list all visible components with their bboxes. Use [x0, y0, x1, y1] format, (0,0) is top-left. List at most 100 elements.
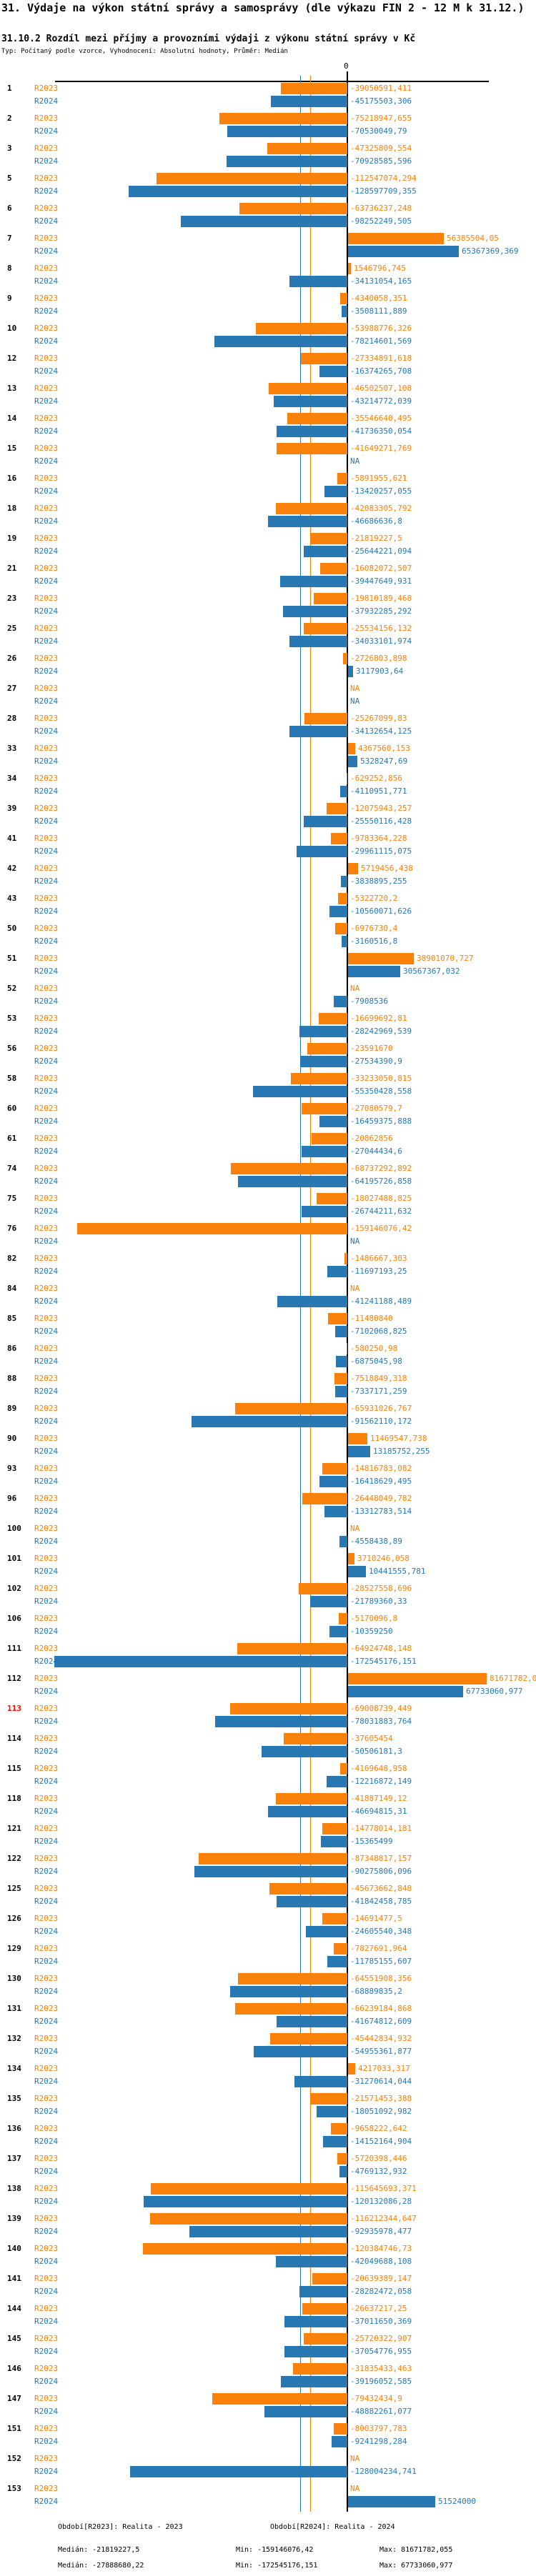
row-number: 134	[7, 2064, 21, 2073]
value-label-r2023: -64551908,356	[350, 1974, 412, 1983]
bar-r2023	[219, 113, 347, 124]
bar-r2023	[304, 623, 347, 634]
bar-r2024	[264, 2406, 347, 2417]
series-label-r2023: R2023	[34, 2034, 59, 2043]
bar-r2024	[54, 1656, 347, 1667]
bar-r2024	[327, 1266, 347, 1277]
bar-r2024	[277, 1296, 347, 1307]
median-line-r2024	[300, 76, 301, 2512]
bar-r2023	[312, 2273, 347, 2285]
bar-r2023	[314, 593, 347, 604]
row-number: 89	[7, 1404, 17, 1413]
series-label-r2023: R2023	[34, 384, 59, 393]
series-label-r2023: R2023	[34, 414, 59, 423]
value-label-r2024: -28242969,539	[350, 1027, 412, 1036]
value-label-r2023: -45442834,932	[350, 2034, 412, 2043]
row-number: 52	[7, 984, 17, 993]
bar-r2023	[348, 743, 355, 754]
value-label-r2023: -35546640,495	[350, 414, 412, 423]
value-label-r2023: -19810189,468	[350, 594, 412, 603]
row-number: 121	[7, 1824, 21, 1833]
series-label-r2023: R2023	[34, 2454, 59, 2463]
bar-r2024	[348, 1686, 463, 1697]
series-label-r2023: R2023	[34, 1974, 59, 1983]
series-label-r2024: R2024	[34, 186, 59, 196]
zero-axis-line	[347, 71, 348, 2512]
series-label-r2024: R2024	[34, 1057, 59, 1066]
bar-r2023	[235, 1403, 347, 1414]
chart-title: 31.10.2 Rozdíl mezi příjmy a provozními …	[1, 34, 416, 44]
value-label-r2024: -68889835,2	[350, 1987, 402, 1996]
series-label-r2024: R2024	[34, 1327, 59, 1336]
bar-r2024	[329, 1626, 347, 1637]
value-label-r2024: -10359250	[350, 1627, 393, 1636]
bar-r2023	[287, 413, 347, 424]
series-label-r2023: R2023	[34, 534, 59, 543]
bar-r2024	[348, 966, 400, 977]
bar-r2023	[320, 563, 347, 574]
series-label-r2023: R2023	[34, 1644, 59, 1653]
value-label-r2023: -115645693,371	[350, 2184, 417, 2193]
bar-r2024	[294, 2076, 347, 2087]
bar-r2023	[335, 923, 347, 934]
value-label-r2024: -42049688,108	[350, 2257, 412, 2266]
value-label-r2023: -8003797,783	[350, 2424, 407, 2433]
series-label-r2024: R2024	[34, 96, 59, 106]
row-number: 86	[7, 1344, 17, 1353]
row-number: 146	[7, 2364, 21, 2373]
value-label-r2023: NA	[350, 2454, 360, 2463]
bar-r2024	[276, 2256, 347, 2267]
value-label-r2024: -50506181,3	[350, 1747, 402, 1756]
bar-r2024	[310, 1596, 347, 1607]
value-label-r2023: -629252,856	[350, 774, 402, 783]
series-label-r2024: R2024	[34, 727, 59, 736]
bar-r2023	[348, 863, 358, 874]
series-label-r2023: R2023	[34, 504, 59, 513]
value-label-r2024: -54955361,877	[350, 2047, 412, 2056]
value-label-r2024: -16374265,708	[350, 366, 412, 376]
value-label-r2023: -18027488,825	[350, 1194, 412, 1203]
series-label-r2023: R2023	[34, 234, 59, 243]
series-label-r2024: R2024	[34, 1537, 59, 1546]
series-label-r2024: R2024	[34, 2467, 59, 2476]
value-label-r2023: -14691477,5	[350, 1914, 402, 1923]
series-label-r2023: R2023	[34, 1704, 59, 1713]
series-label-r2024: R2024	[34, 1357, 59, 1366]
row-number: 139	[7, 2214, 21, 2223]
series-label-r2023: R2023	[34, 774, 59, 783]
bar-r2023	[157, 173, 347, 184]
bar-r2024	[284, 2316, 347, 2327]
series-label-r2024: R2024	[34, 456, 59, 466]
row-number: 137	[7, 2154, 21, 2163]
bar-r2024	[323, 2136, 347, 2147]
bar-r2024	[283, 606, 347, 617]
bar-r2023	[348, 2063, 355, 2075]
value-label-r2023: -14778014,181	[350, 1824, 412, 1833]
series-label-r2024: R2024	[34, 967, 59, 976]
value-label-r2023: -68737292,892	[350, 1164, 412, 1173]
series-label-r2023: R2023	[34, 1434, 59, 1443]
bar-r2024	[348, 756, 357, 767]
value-label-r2024: -6875045,98	[350, 1357, 402, 1366]
series-label-r2024: R2024	[34, 1267, 59, 1276]
value-label-r2024: 30567367,032	[403, 967, 460, 976]
series-label-r2024: R2024	[34, 2407, 59, 2416]
bar-r2023	[267, 143, 347, 154]
bar-r2023	[348, 953, 414, 964]
series-label-r2024: R2024	[34, 937, 59, 946]
series-label-r2023: R2023	[34, 894, 59, 903]
row-number: 2	[7, 114, 12, 123]
bar-r2024	[215, 1716, 347, 1727]
value-label-r2023: NA	[350, 1524, 360, 1533]
series-label-r2023: R2023	[34, 84, 59, 93]
bar-r2024	[302, 1206, 347, 1217]
value-label-r2023: -26448049,782	[350, 1494, 412, 1503]
value-label-r2024: 10441555,781	[369, 1567, 426, 1576]
value-label-r2024: -15365499	[350, 1837, 393, 1846]
series-label-r2023: R2023	[34, 2424, 59, 2433]
bar-r2024	[319, 1476, 347, 1487]
series-label-r2024: R2024	[34, 1027, 59, 1036]
value-label-r2024: -91562110,172	[350, 1417, 412, 1426]
bar-r2024	[277, 1896, 347, 1907]
bar-r2023	[348, 233, 444, 244]
